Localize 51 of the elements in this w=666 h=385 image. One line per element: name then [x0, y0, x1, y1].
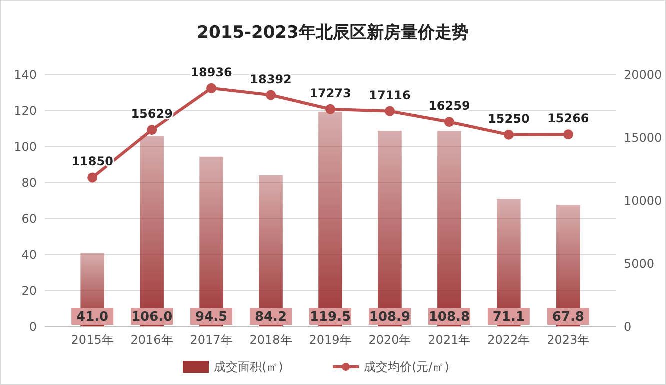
- point: [444, 117, 454, 128]
- data-label: 106.0: [132, 310, 173, 325]
- data-label: 108.8: [428, 310, 470, 325]
- x-tick-label: 2020年: [368, 333, 412, 347]
- y2-tick-label: 5000: [624, 257, 655, 271]
- data-label: 16259: [428, 99, 470, 114]
- data-label: 18936: [190, 65, 232, 80]
- data-label: 108.9: [369, 310, 411, 325]
- data-label: 41.0: [76, 310, 109, 325]
- point: [206, 83, 217, 94]
- y2-tick-label: 10000: [624, 194, 662, 208]
- data-label: 67.8: [552, 310, 584, 325]
- data-label: 15629: [131, 107, 173, 122]
- y-tick-label: 140: [14, 68, 37, 82]
- y-tick-label: 120: [14, 104, 37, 118]
- data-label: 84.2: [254, 310, 288, 325]
- point: [504, 130, 514, 140]
- y2-tick-label: 20000: [624, 68, 662, 82]
- data-label: 119.5: [310, 310, 352, 325]
- point: [563, 130, 574, 140]
- data-label: 17116: [369, 88, 411, 102]
- y2-tick-label: 15000: [624, 131, 662, 145]
- data-label: 18392: [250, 72, 292, 86]
- x-tick-label: 2023年: [547, 333, 590, 347]
- data-label: 94.5: [196, 310, 228, 325]
- data-label: 15250: [488, 112, 530, 126]
- x-tick-label: 2018年: [250, 333, 292, 347]
- legend-label: 成交均价(元/㎡): [364, 360, 450, 374]
- x-tick-label: 2015年: [71, 333, 114, 347]
- legend-label: 成交面积(㎡): [214, 360, 284, 374]
- point: [384, 106, 395, 116]
- y-tick-label: 80: [22, 176, 37, 190]
- y-tick-label: 40: [22, 248, 37, 262]
- x-tick-label: 2019年: [309, 333, 352, 347]
- data-label: 71.1: [492, 310, 525, 325]
- chart-title: 2015-2023年北辰区新房量价走势: [197, 23, 469, 43]
- y-tick-label: 100: [14, 140, 37, 154]
- y2-tick-label: 0: [624, 320, 632, 334]
- x-tick-label: 2021年: [428, 333, 471, 347]
- point: [326, 104, 336, 114]
- point: [88, 172, 98, 183]
- point: [147, 125, 158, 136]
- y-tick-label: 20: [22, 284, 37, 298]
- data-label: 17273: [310, 86, 352, 100]
- x-tick-label: 2017年: [190, 333, 233, 347]
- x-tick-label: 2016年: [130, 333, 174, 347]
- point: [266, 90, 276, 100]
- y-tick-label: 60: [22, 212, 37, 226]
- data-label: 15266: [548, 112, 590, 126]
- y-tick-label: 0: [29, 320, 37, 334]
- x-tick-label: 2022年: [488, 333, 530, 347]
